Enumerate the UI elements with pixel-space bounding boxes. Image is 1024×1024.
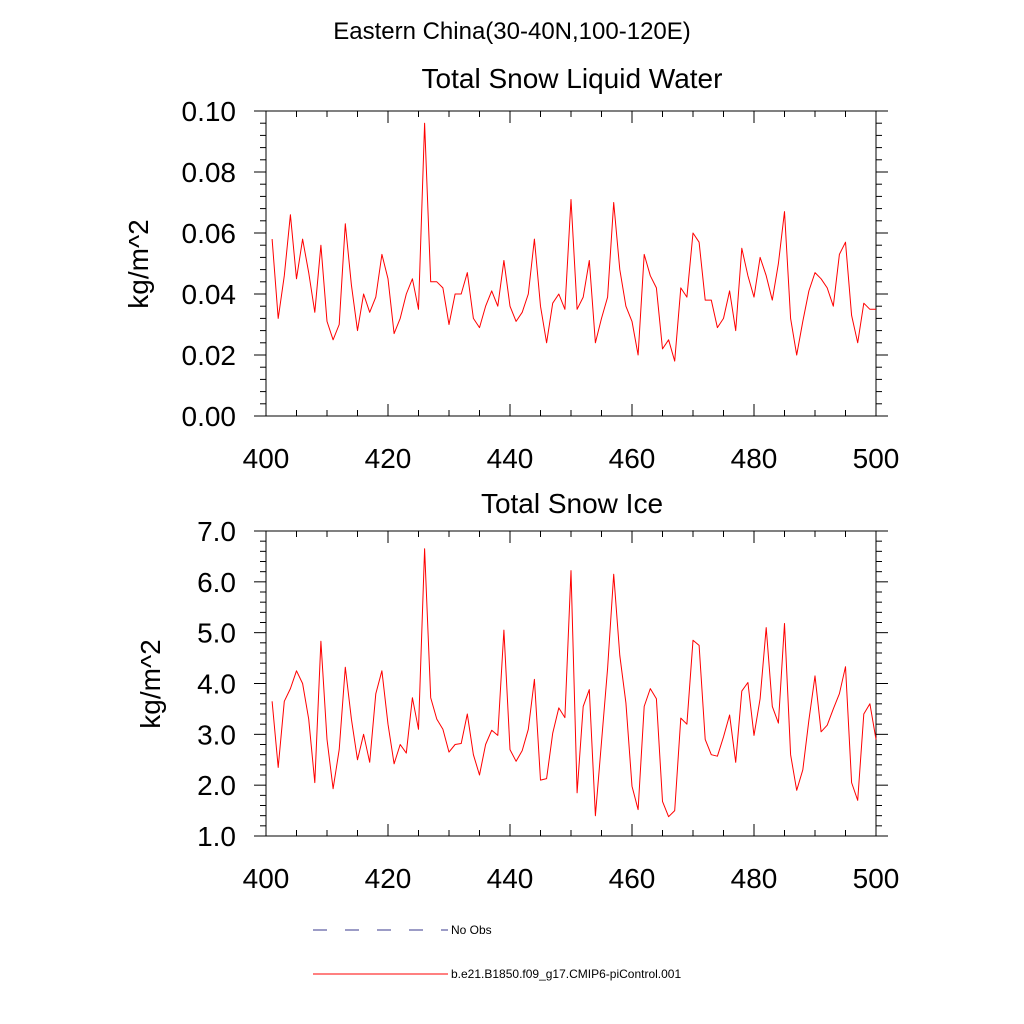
y-tick-label: 0.00 [182, 401, 237, 432]
y-tick-label: 0.06 [182, 218, 237, 249]
axis-tick-labels: 400 420 440 460 480 500 0.00 0.02 0.04 0.06 0.08 0.… [182, 96, 900, 474]
panel-title: Total Snow Liquid Water [422, 63, 723, 94]
y-tick-label: 1.0 [197, 821, 236, 852]
y-tick-label: 5.0 [197, 618, 236, 649]
series-group [271, 122, 876, 362]
x-tick-label: 420 [365, 443, 412, 474]
x-tick-label: 460 [609, 863, 656, 894]
panel-title: Total Snow Ice [481, 488, 663, 519]
series-group [271, 548, 877, 818]
y-tick-label: 2.0 [197, 770, 236, 801]
axis-tick-labels: 400 420 440 460 480 500 1.0 2.0 3.0 4.0 5.0 6.0 7.0 [197, 516, 899, 894]
x-tick-label: 420 [365, 863, 412, 894]
snow-ice-panel: Total Snow Ice 400 420 440 460 480 500 1.0 2.0 3… [135, 488, 899, 894]
plot-frame [265, 110, 877, 417]
series-line [271, 122, 876, 362]
y-tick-label: 0.02 [182, 340, 237, 371]
y-tick-label: 0.10 [182, 96, 237, 127]
x-tick-label: 480 [731, 863, 778, 894]
x-tick-label: 480 [731, 443, 778, 474]
y-axis-label: kg/m^2 [135, 639, 166, 728]
y-tick-label: 3.0 [197, 719, 236, 750]
x-tick-label: 400 [243, 863, 290, 894]
legend-entry-model: b.e21.B1850.f09_g17.CMIP6-piControl.001 [313, 967, 681, 981]
legend-label: No Obs [451, 923, 492, 937]
y-tick-label: 6.0 [197, 567, 236, 598]
y-tick-label: 0.04 [182, 279, 237, 310]
axis-ticks [254, 530, 888, 837]
x-tick-label: 440 [487, 443, 534, 474]
x-tick-label: 400 [243, 443, 290, 474]
y-axis-label: kg/m^2 [123, 219, 154, 308]
snow-liquid-water-panel: Total Snow Liquid Water 400 420 440 460 480 5… [123, 63, 899, 474]
y-tick-label: 4.0 [197, 669, 236, 700]
series-line [271, 548, 877, 818]
x-tick-label: 440 [487, 863, 534, 894]
x-tick-label: 500 [853, 863, 900, 894]
x-tick-label: 500 [853, 443, 900, 474]
x-tick-label: 460 [609, 443, 656, 474]
axis-ticks [254, 110, 888, 417]
y-tick-label: 0.08 [182, 157, 237, 188]
legend-label: b.e21.B1850.f09_g17.CMIP6-piControl.001 [451, 967, 681, 981]
figure-title: Eastern China(30-40N,100-120E) [333, 18, 691, 45]
y-tick-label: 7.0 [197, 516, 236, 547]
legend: No Obs b.e21.B1850.f09_g17.CMIP6-piContr… [313, 923, 681, 981]
legend-entry-no-obs: No Obs [313, 923, 492, 937]
